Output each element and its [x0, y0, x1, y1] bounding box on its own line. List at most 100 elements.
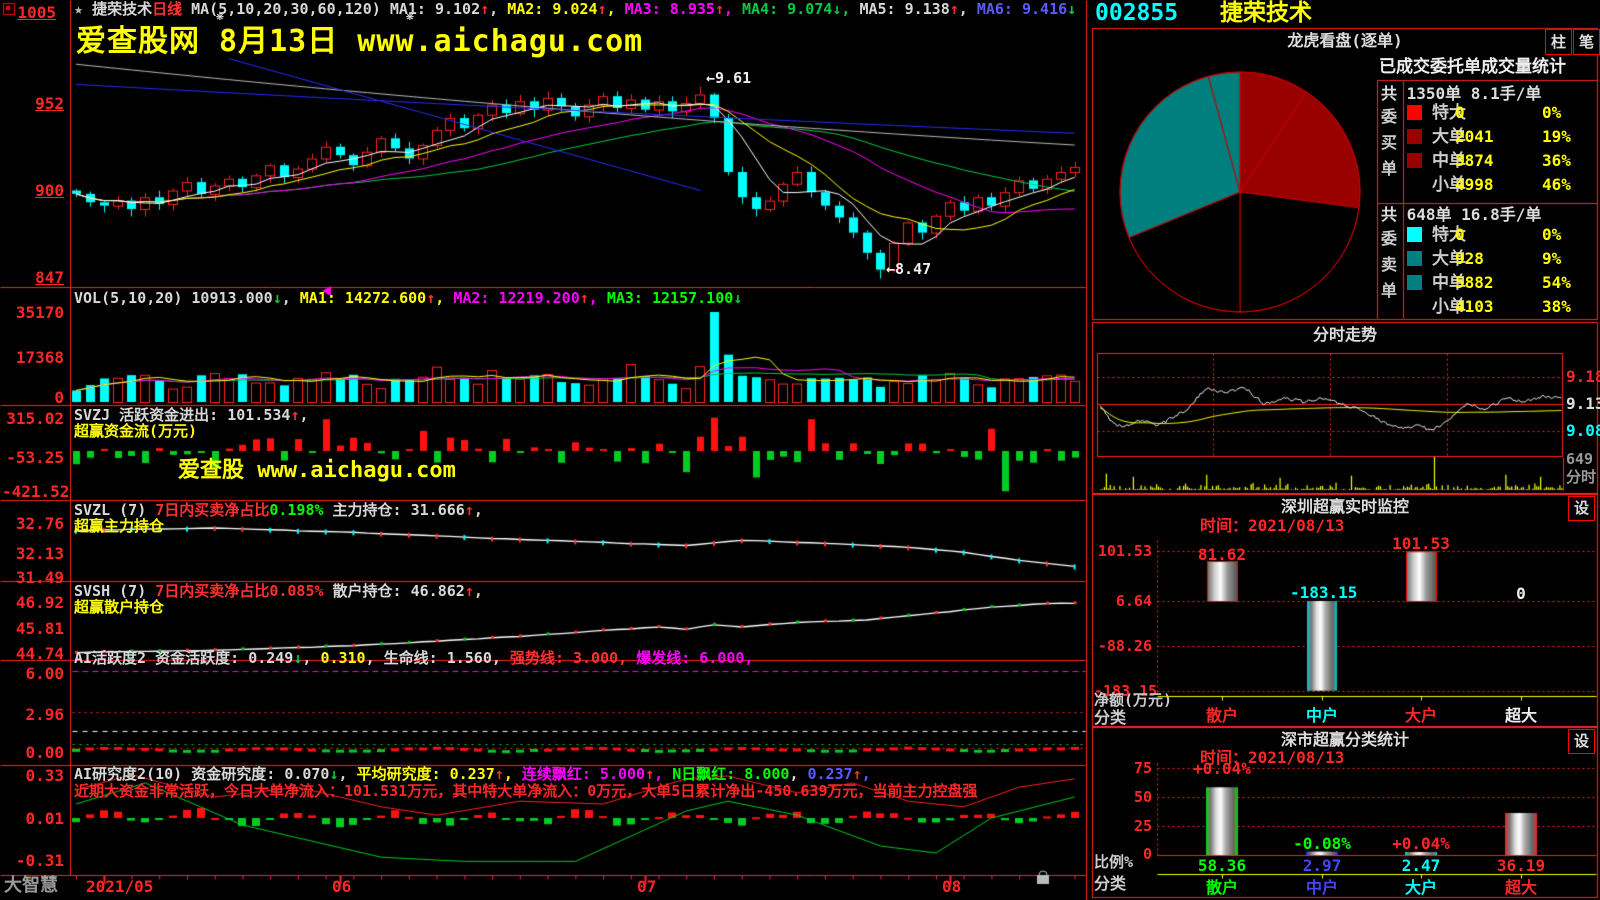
svzl-header: SVZL (7) 7日内买卖净占比0.198% 主力持仓: 31.666↑,: [74, 501, 483, 519]
vol-axis-max: 35170: [15, 303, 64, 322]
svzj-header: SVZJ 活跃资金进出: 101.534↑,: [74, 406, 309, 424]
svzj-subtitle: 超赢资金流(万元): [74, 422, 198, 440]
monitor-axis: -88.26: [1097, 637, 1152, 655]
sell-row-pct: 0%: [1542, 225, 1562, 244]
fenshi-xlabel: 分时: [1566, 468, 1597, 486]
volume-indicator-header: VOL(5,10,20) 10913.000↓, MA1: 14272.600↑…: [74, 289, 743, 307]
svsh-axis-min: 44.74: [15, 644, 64, 663]
fenshi-title: 分时走势: [1312, 325, 1377, 344]
svsh-axis-max: 46.92: [15, 593, 64, 612]
sell-row-value: 4103: [1455, 297, 1494, 316]
sell-row-pct: 38%: [1542, 297, 1571, 316]
signal-marker-icon: ❋: [216, 9, 224, 24]
timeline-june: 06: [332, 877, 352, 896]
buy-row-value: 2041: [1455, 127, 1494, 146]
classify-axis: 0: [1142, 845, 1152, 863]
classify-x-label: 分类: [1094, 874, 1127, 893]
ai2-axis-min: -0.31: [15, 851, 64, 870]
classify-pct: -0.08%: [1293, 834, 1351, 853]
svzj-axis-max: 315.02: [6, 409, 64, 428]
monitor-axis: 6.64: [1115, 592, 1152, 610]
monitor-axis: 101.53: [1097, 542, 1152, 560]
ai1-axis-mid: 2.96: [25, 705, 64, 724]
watermark-text-2: 爱查股 www.aichagu.com: [178, 458, 456, 483]
monitor-cat: 散户: [1205, 706, 1238, 725]
sell-row-pct: 54%: [1542, 273, 1571, 292]
buy-row-pct: 36%: [1542, 151, 1571, 170]
legend-sell-lg-icon: [1407, 251, 1422, 266]
ai2-axis-mid: 0.01: [25, 809, 64, 828]
monitor-y-label: 净额(万元): [1094, 691, 1173, 709]
price-axis-900: 900: [35, 181, 64, 200]
fenshi-high-label: 9.18: [1566, 367, 1600, 386]
monitor-title: 深圳超赢实时监控: [1280, 497, 1409, 516]
sell-row-label: 中单: [1432, 273, 1466, 293]
trough-annotation: ←8.47: [886, 260, 932, 278]
stroke-mode-button[interactable]: 笔: [1573, 29, 1600, 55]
buy-row-pct: 0%: [1542, 103, 1562, 122]
buy-row-label: 大单: [1432, 127, 1466, 147]
ai1-axis-max: 6.00: [25, 664, 64, 683]
stock-name: 捷荣技术: [1220, 0, 1312, 26]
ai1-axis-zero: 0.00: [25, 743, 64, 762]
ai-activity-header: AI活跃度2 资金活跃度: 0.249↓, 0.310, 生命线: 1.560,…: [74, 649, 754, 667]
classify-cat: 散户: [1205, 878, 1238, 897]
buy-row-label: 小单: [1432, 175, 1466, 195]
stock-code: 002855: [1095, 0, 1179, 26]
vol-axis-mid: 17368: [15, 348, 64, 367]
svzl-subtitle: 超赢主力持仓: [74, 517, 165, 535]
sell-row-value: 5882: [1455, 273, 1494, 292]
sell-row-label: 小单: [1432, 297, 1466, 317]
legend-sell-xl-icon: [1407, 227, 1422, 242]
monitor-bar-value: 101.53: [1392, 534, 1450, 553]
sell-row-label: 特大: [1432, 225, 1466, 245]
buy-row-label: 特大: [1432, 103, 1466, 123]
legend-sell-md-icon: [1407, 275, 1422, 290]
svzl-axis-max: 32.76: [15, 514, 64, 533]
svzj-axis-min: -421.52: [2, 482, 70, 501]
classify-value: 2.97: [1302, 856, 1342, 875]
buy-row-value: 3874: [1455, 151, 1494, 170]
price-axis-1005: 1005: [17, 3, 56, 22]
sell-side-label: 委卖单: [1380, 229, 1397, 300]
timeline-august: 08: [942, 877, 962, 896]
price-axis-952: 952: [35, 94, 64, 113]
svzl-axis-min: 31.49: [15, 568, 64, 587]
buy-row-pct: 19%: [1542, 127, 1571, 146]
sell-summary: 共 648单 16.8手/单: [1381, 205, 1542, 224]
sell-row-pct: 9%: [1542, 249, 1562, 268]
main-indicator-header: ★ 捷荣技术日线 MA(5,10,20,30,60,120) MA1: 9.10…: [74, 0, 1077, 18]
buy-summary: 共 1350单 8.1手/单: [1381, 84, 1542, 103]
classify-pct: +0.04%: [1193, 759, 1251, 778]
svsh-axis-mid: 45.81: [15, 619, 64, 638]
bar-mode-button[interactable]: 柱: [1545, 29, 1572, 55]
classify-value: 2.47: [1401, 856, 1441, 875]
timeline-july: 07: [637, 877, 657, 896]
classify-settings-button[interactable]: 设: [1568, 729, 1595, 754]
buy-row-pct: 46%: [1542, 175, 1571, 194]
longhu-title: 龙虎看盘(逐单): [1287, 31, 1403, 50]
classify-value: 58.36: [1197, 856, 1247, 875]
classify-cat: 中户: [1305, 878, 1338, 897]
price-axis-847: 847: [35, 268, 64, 287]
legend-buy-lg-icon: [1407, 129, 1422, 144]
help-icon[interactable]: ?: [172, 1, 182, 19]
classify-pct: +0.04%: [1392, 834, 1450, 853]
monitor-bar-value: 0: [1516, 584, 1526, 603]
monitor-bar-value: 81.62: [1197, 545, 1247, 564]
classify-value: 36.19: [1496, 856, 1546, 875]
monitor-cat: 大户: [1404, 706, 1437, 725]
legend-buy-xl-icon: [1407, 105, 1422, 120]
ai2-axis-max: 0.33: [25, 766, 64, 785]
legend-buy-md-icon: [1407, 153, 1422, 168]
monitor-settings-button[interactable]: 设: [1568, 496, 1595, 521]
ai-research-header: AI研究度2(10) 资金研究度: 0.070↓, 平均研究度: 0.237↑,…: [74, 765, 871, 783]
sell-row-label: 大单: [1432, 249, 1466, 269]
sell-row-value: 928: [1455, 249, 1484, 268]
classify-cat: 大户: [1404, 878, 1437, 897]
monitor-bar-value: -183.15: [1290, 583, 1358, 602]
svzj-axis-mid: -53.25: [6, 448, 64, 467]
buy-row-value: 4998: [1455, 175, 1494, 194]
classify-axis: 25: [1133, 817, 1152, 835]
